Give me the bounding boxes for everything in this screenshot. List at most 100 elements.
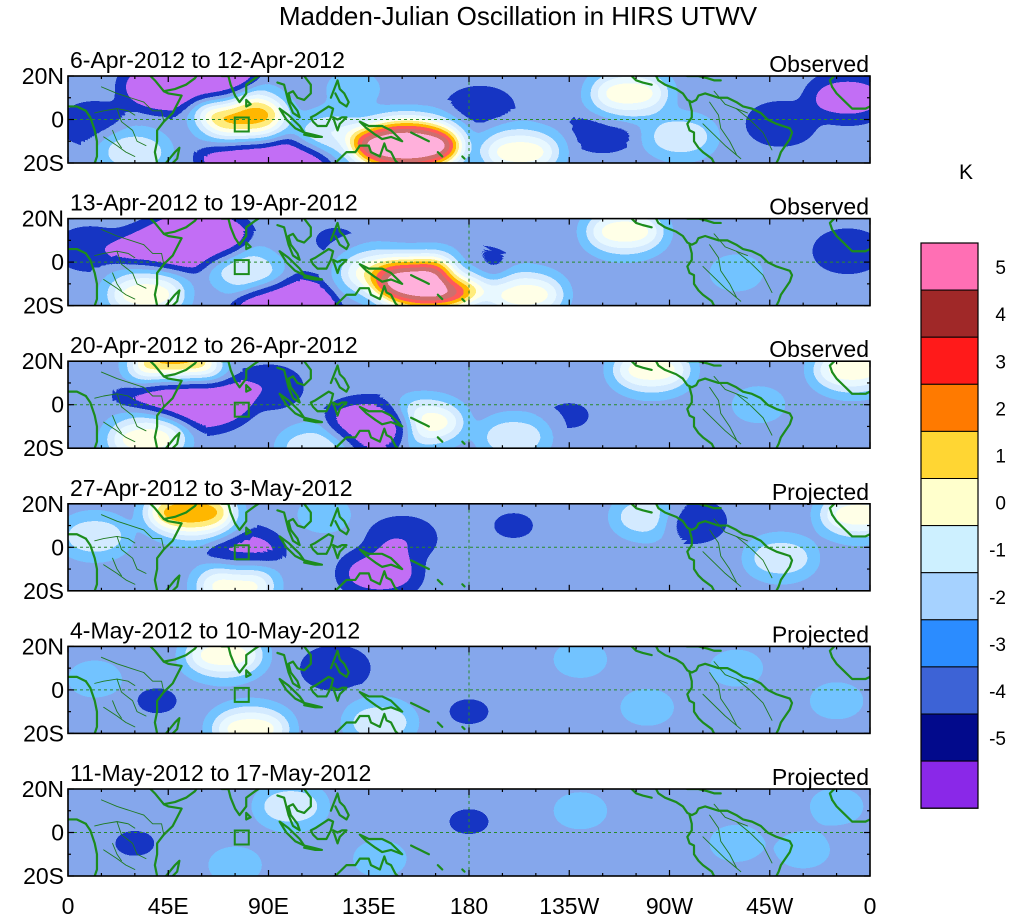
- coastline: [149, 361, 183, 449]
- anomaly-feature: [708, 651, 765, 685]
- coastline: [409, 131, 430, 143]
- colorbar-tick-label: 5: [995, 258, 1006, 279]
- coastline: [309, 675, 335, 698]
- y-tick-label: 20S: [23, 720, 64, 746]
- y-tick-label: 20S: [23, 435, 64, 461]
- anomaly-feature: [234, 280, 339, 306]
- panel-2: 20N 0 20S 13-Apr-2012 to 19-Apr-2012 Observe…: [22, 190, 871, 319]
- coastline: [303, 131, 324, 138]
- country-border: [103, 564, 136, 585]
- anomaly-feature: [446, 250, 515, 288]
- country-border: [702, 836, 742, 873]
- y-tick-label: 20N: [22, 206, 64, 232]
- coastline: [245, 241, 252, 251]
- country-border: [735, 393, 773, 436]
- coastline: [686, 386, 716, 449]
- country-border: [709, 386, 737, 440]
- y-tick-label: 20N: [22, 776, 64, 802]
- country-border: [100, 799, 145, 816]
- coastline: [436, 578, 444, 586]
- coastlines: [68, 789, 870, 876]
- region-box: [233, 544, 250, 561]
- country-border: [713, 661, 748, 684]
- coastline: [329, 142, 400, 163]
- coastline: [461, 725, 466, 731]
- panel-kind: Projected: [772, 479, 869, 505]
- coastline: [686, 528, 716, 591]
- coastline: [358, 405, 404, 428]
- country-border: [735, 678, 773, 721]
- coastline: [329, 221, 350, 251]
- region-box: [233, 686, 250, 703]
- country-border: [100, 86, 145, 103]
- x-tick-label: 135E: [342, 893, 396, 919]
- anomaly-field: [68, 646, 870, 734]
- country-border: [713, 375, 748, 399]
- coastline: [164, 574, 181, 591]
- coastline: [409, 559, 430, 571]
- panel-5: 20N 0 20S 4-May-2012 to 10-May-2012 Projecte…: [22, 617, 871, 746]
- country-border: [709, 814, 737, 868]
- coastline: [655, 789, 794, 876]
- country-border: [702, 693, 742, 730]
- anomaly-feature: [348, 118, 465, 163]
- coastline: [329, 507, 350, 536]
- colorbar-tick-label: 0: [995, 494, 1006, 515]
- coastline: [245, 669, 252, 678]
- country-border: [735, 108, 773, 151]
- anomaly-field: [68, 503, 870, 591]
- coastline: [329, 712, 400, 734]
- anomaly-feature: [541, 399, 598, 432]
- x-tick-label: 180: [450, 893, 488, 919]
- coastline: [409, 274, 430, 285]
- anomaly-feature: [105, 418, 186, 449]
- country-border: [143, 386, 165, 408]
- anomaly-feature: [813, 232, 870, 270]
- anomaly-feature: [485, 509, 542, 542]
- country-border: [116, 821, 147, 860]
- country-border: [702, 266, 742, 302]
- x-tick-label: 45W: [746, 893, 794, 919]
- panel-kind: Projected: [772, 764, 869, 790]
- country-border: [100, 371, 145, 388]
- coastline: [436, 436, 444, 443]
- panel-kind: Observed: [769, 336, 869, 362]
- coastline: [276, 503, 312, 547]
- country-border: [713, 803, 748, 827]
- colorbar-swatch: [920, 525, 979, 574]
- anomaly-feature: [144, 503, 237, 536]
- coastline: [655, 361, 794, 449]
- coastline: [828, 646, 836, 659]
- country-border: [702, 408, 742, 445]
- anomaly-feature: [746, 539, 815, 577]
- country-border: [702, 123, 742, 160]
- coastline: [630, 789, 653, 799]
- coastline: [831, 228, 870, 253]
- colorbar-tick-label: -3: [989, 635, 1006, 656]
- anomaly-feature: [201, 531, 282, 573]
- coastline: [68, 675, 87, 683]
- anomaly-feature: [339, 552, 420, 591]
- country-border: [143, 529, 165, 550]
- coastline: [68, 105, 87, 112]
- anomaly-feature: [301, 649, 370, 687]
- colorbar-swatch: [920, 619, 979, 668]
- coastline: [655, 646, 794, 734]
- coastline: [461, 583, 466, 588]
- anomaly-feature: [68, 518, 129, 555]
- coastline: [686, 813, 716, 876]
- coastline: [329, 284, 400, 306]
- coastline: [828, 503, 836, 516]
- coastline: [220, 646, 261, 674]
- anomaly-feature: [446, 90, 515, 128]
- colorbar-swatch: [920, 713, 979, 762]
- country-border: [112, 842, 122, 862]
- y-tick-label: 0: [51, 820, 64, 846]
- panels: 20N 0 20S 6-Apr-2012 to 12-Apr-2012 Observed…: [22, 47, 871, 889]
- anomaly-feature: [589, 76, 670, 114]
- country-border: [713, 233, 748, 257]
- y-tick-label: 20N: [22, 491, 64, 517]
- coastline: [84, 109, 99, 163]
- coastline: [329, 649, 350, 678]
- coastline: [329, 855, 400, 876]
